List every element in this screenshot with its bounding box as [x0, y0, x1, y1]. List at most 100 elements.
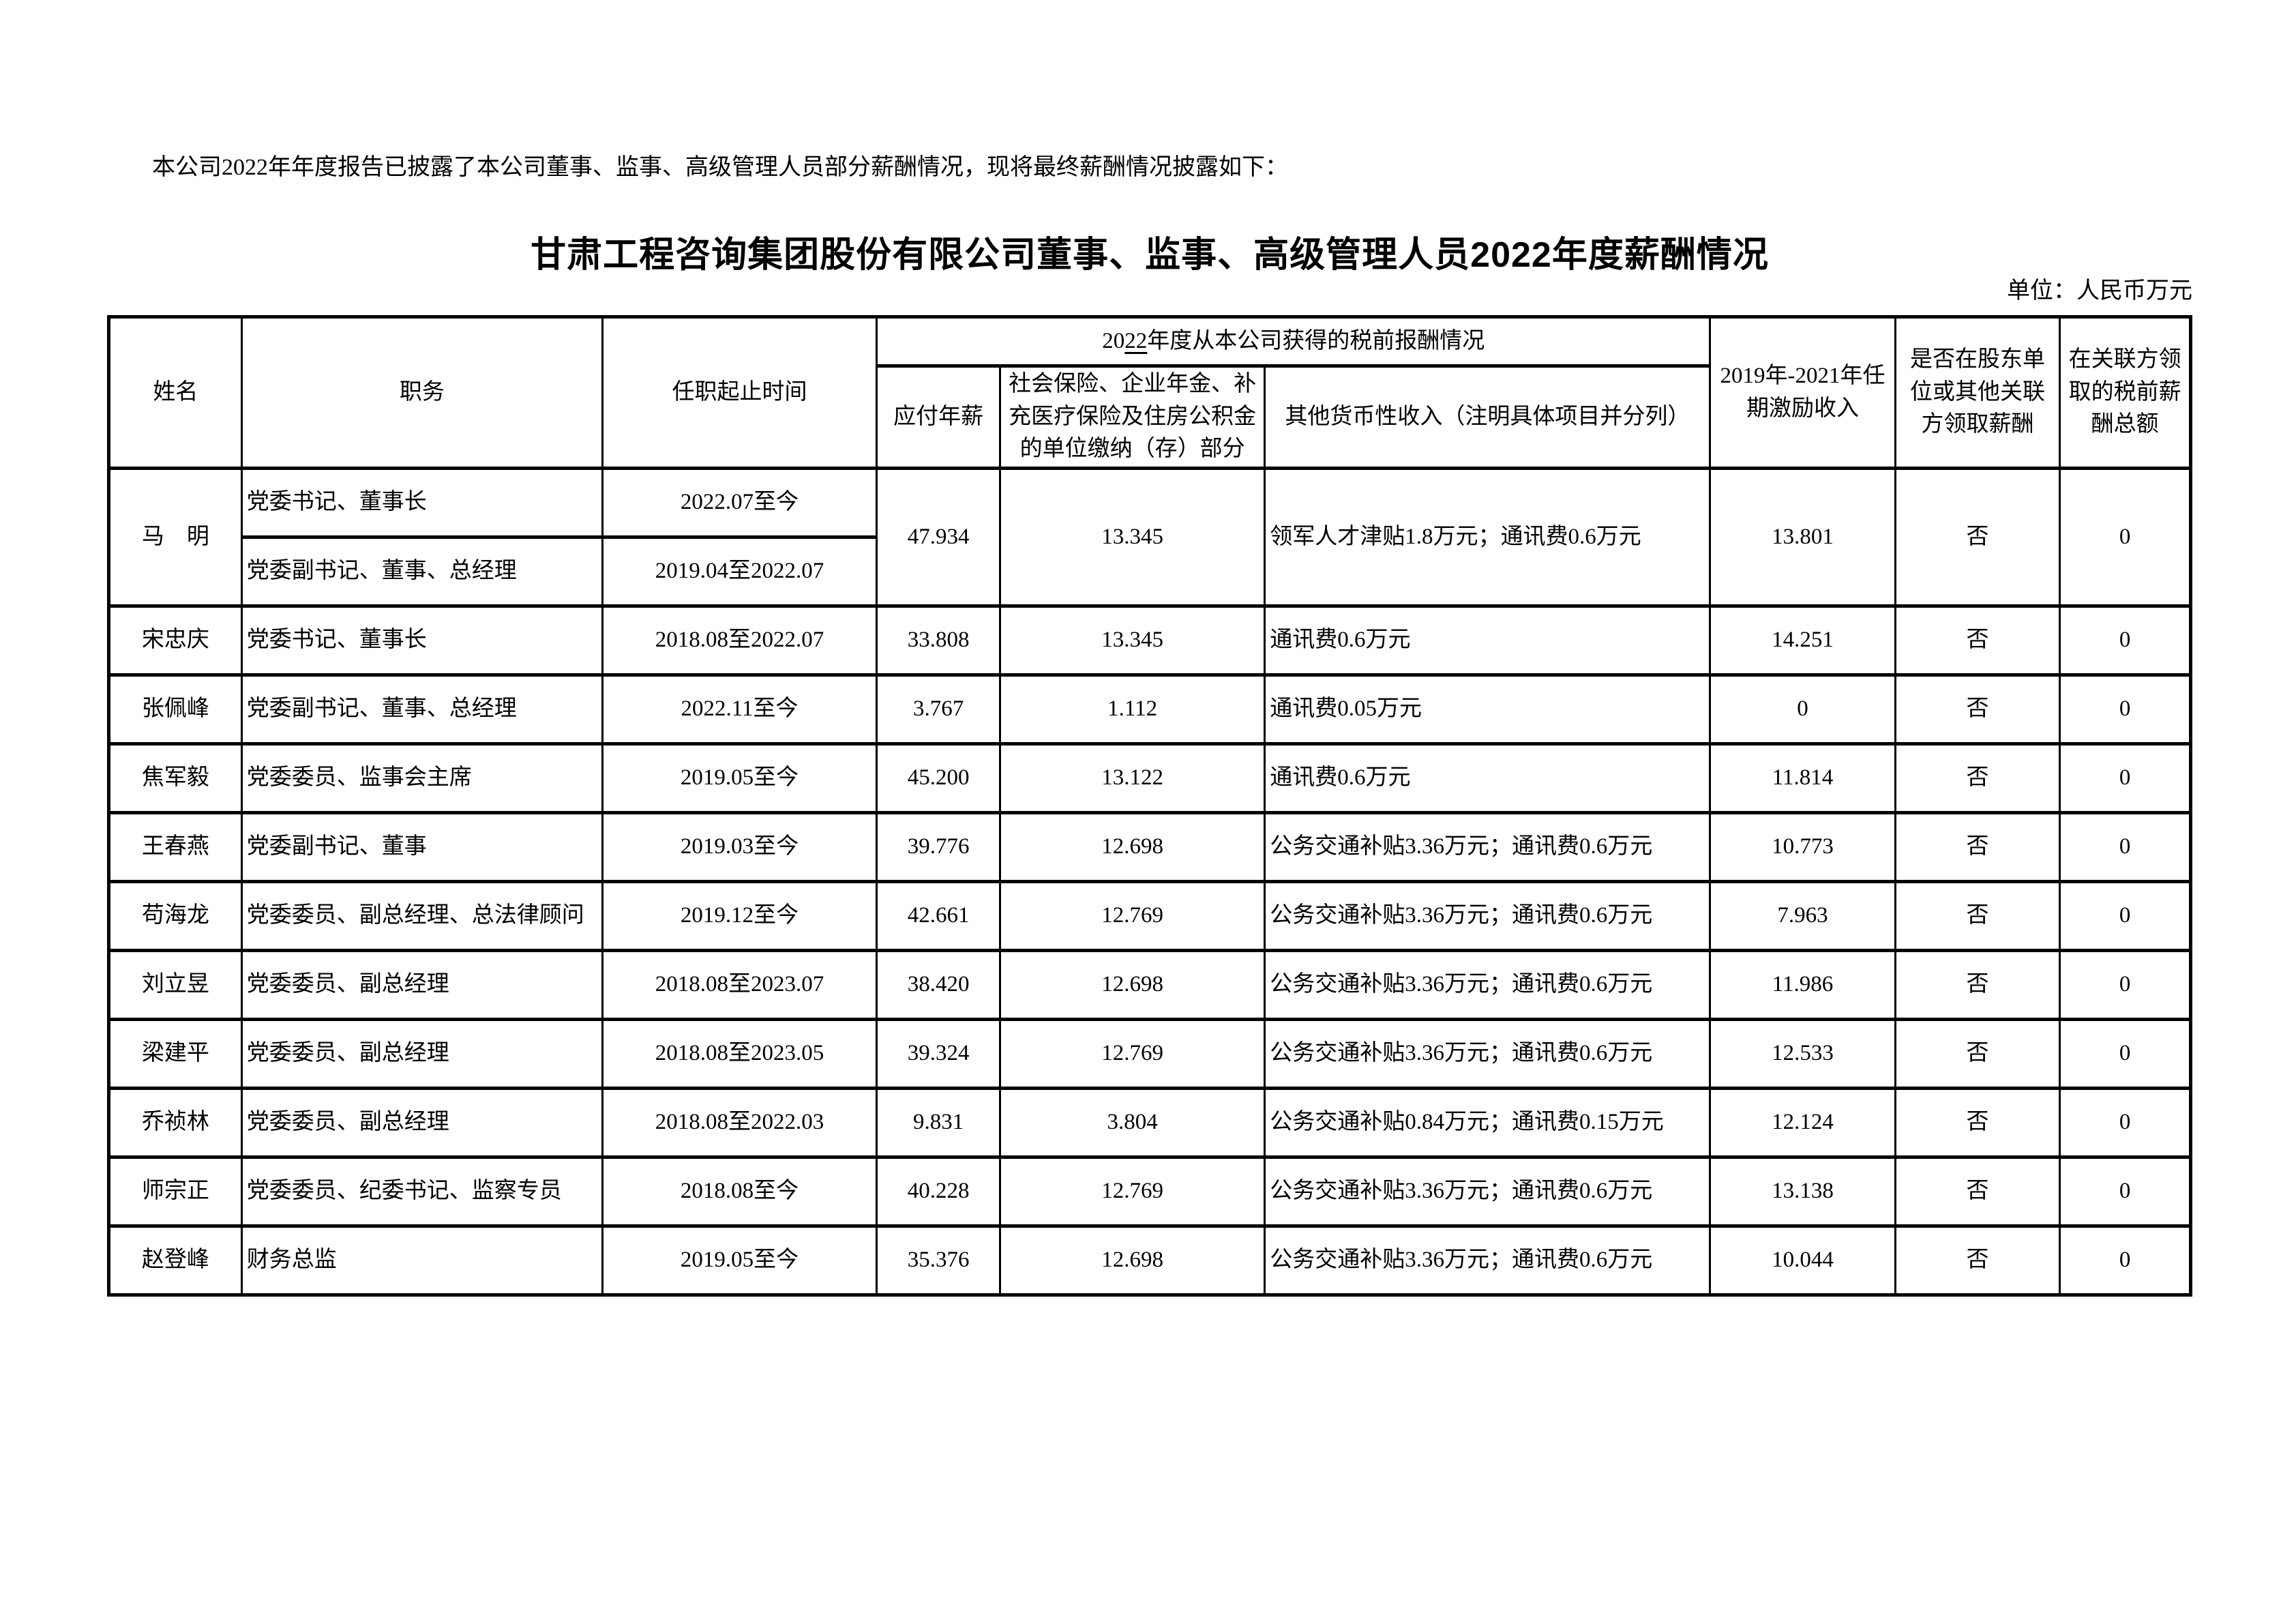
header-incentive: 2019年-2021年任期激励收入 [1709, 315, 1896, 470]
cell-annual-pay: 39.324 [876, 1018, 1001, 1090]
cell-related-party: 否 [1894, 811, 2061, 883]
cell-other-income: 公务交通补贴3.36万元；通讯费0.6万元 [1264, 1018, 1712, 1090]
cell-other-income: 公务交通补贴3.36万元；通讯费0.6万元 [1264, 811, 1712, 883]
cell-position: 党委委员、副总经理 [240, 1087, 603, 1159]
intro-paragraph: 本公司2022年年度报告已披露了本公司董事、监事、高级管理人员部分薪酬情况，现将… [152, 155, 1288, 180]
cell-annual-pay: 33.808 [876, 604, 1001, 677]
cell-incentive: 11.986 [1709, 949, 1896, 1021]
header-tenure: 任职起止时间 [601, 315, 878, 470]
cell-other-income: 公务交通补贴3.36万元；通讯费0.6万元 [1264, 1224, 1712, 1297]
table-row: 党委副书记、董事、总经理 2019.04至2022.07 [109, 535, 2191, 608]
cell-name: 梁建平 [108, 1018, 243, 1090]
cell-other-income: 通讯费0.6万元 [1264, 742, 1712, 814]
header-pretax-pre: 20 [1102, 328, 1125, 353]
cell-tenure: 2018.08至2023.07 [601, 949, 878, 1021]
table-row: 张佩峰 党委副书记、董事、总经理 2022.11至今 3.767 1.112 通讯费0.0… [108, 673, 2192, 745]
cell-position: 党委副书记、董事 [240, 811, 603, 883]
cell-annual-pay: 3.767 [876, 673, 1001, 745]
cell-name: 王春燕 [108, 811, 243, 883]
cell-insurance: 13.345 [998, 604, 1266, 677]
cell-position: 党委委员、副总经理 [240, 949, 603, 1021]
cell-position: 党委书记、董事长 [240, 467, 603, 539]
cell-related-total: 0 [2059, 742, 2192, 814]
cell-related-party: 否 [1894, 604, 2061, 677]
cell-related-total: 0 [2059, 604, 2192, 677]
cell-annual-pay: 9.831 [876, 1087, 1001, 1159]
cell-tenure: 2018.08至今 [601, 1155, 878, 1228]
cell-annual-pay: 38.420 [876, 949, 1001, 1021]
cell-other-income: 公务交通补贴0.84万元；通讯费0.15万元 [1264, 1087, 1712, 1159]
cell-tenure: 2022.11至今 [601, 673, 878, 745]
cell-tenure: 2022.07至今 [601, 467, 878, 539]
cell-insurance: 12.769 [998, 1155, 1266, 1228]
cell-name: 宋忠庆 [108, 604, 243, 677]
cell-insurance: 1.112 [998, 673, 1266, 745]
cell-other-income: 公务交通补贴3.36万元；通讯费0.6万元 [1264, 1155, 1712, 1228]
cell-position: 党委副书记、董事、总经理 [240, 535, 603, 608]
cell-incentive: 7.963 [1709, 880, 1896, 952]
unit-note: 单位：人民币万元 [2007, 278, 2192, 304]
cell-tenure: 2018.08至2023.05 [601, 1018, 878, 1090]
header-row-2: 应付年薪 社会保险、企业年金、补充医疗保险及住房公积金的单位缴纳（存）部分 其他… [109, 364, 2191, 470]
table-row: 乔祯林 党委委员、副总经理 2018.08至2022.03 9.831 3.804 公务交… [108, 1087, 2192, 1159]
cell-annual-pay: 45.200 [876, 742, 1001, 814]
cell-name: 赵登峰 [108, 1224, 243, 1297]
table-row: 师宗正 党委委员、纪委书记、监察专员 2018.08至今 40.228 12.769 公务… [108, 1155, 2192, 1228]
cell-related-total: 0 [2059, 467, 2192, 608]
cell-annual-pay: 42.661 [876, 880, 1001, 952]
cell-name: 师宗正 [108, 1155, 243, 1228]
table-row: 赵登峰 财务总监 2019.05至今 35.376 12.698 公务交通补贴3.36万元… [108, 1224, 2192, 1297]
table-row: 苟海龙 党委委员、副总经理、总法律顾问 2019.12至今 42.661 12.769 公… [108, 880, 2192, 952]
cell-related-party: 否 [1894, 1018, 2061, 1090]
cell-tenure: 2018.08至2022.07 [601, 604, 878, 677]
cell-related-total: 0 [2059, 1087, 2192, 1159]
cell-related-total: 0 [2059, 811, 2192, 883]
cell-related-party: 否 [1894, 1087, 2061, 1159]
cell-insurance: 12.698 [998, 811, 1266, 883]
cell-tenure: 2018.08至2022.03 [601, 1087, 878, 1159]
cell-incentive: 11.814 [1709, 742, 1896, 814]
cell-insurance: 12.698 [998, 1224, 1266, 1297]
cell-insurance: 3.804 [998, 1087, 1266, 1159]
cell-incentive: 10.773 [1709, 811, 1896, 883]
cell-other-income: 通讯费0.6万元 [1264, 604, 1712, 677]
cell-incentive: 10.044 [1709, 1224, 1896, 1297]
cell-related-total: 0 [2059, 949, 2192, 1021]
header-insurance: 社会保险、企业年金、补充医疗保险及住房公积金的单位缴纳（存）部分 [998, 364, 1266, 470]
cell-related-party: 否 [1894, 880, 2061, 952]
cell-tenure: 2019.12至今 [601, 880, 878, 952]
header-pretax-post: 年度从本公司获得的税前报酬情况 [1147, 328, 1485, 353]
cell-position: 党委委员、副总经理 [240, 1018, 603, 1090]
cell-related-total: 0 [2059, 880, 2192, 952]
cell-related-total: 0 [2059, 1224, 2192, 1297]
page-title: 甘肃工程咨询集团股份有限公司董事、监事、高级管理人员2022年度薪酬情况 [531, 235, 1769, 275]
cell-related-total: 0 [2059, 1155, 2192, 1228]
cell-tenure: 2019.05至今 [601, 1224, 878, 1297]
cell-related-party: 否 [1894, 949, 2061, 1021]
cell-insurance: 13.345 [998, 467, 1266, 608]
cell-related-total: 0 [2059, 673, 2192, 745]
cell-incentive: 13.801 [1709, 467, 1896, 608]
cell-tenure: 2019.05至今 [601, 742, 878, 814]
table-header: 姓名 职务 任职起止时间 2022年度从本公司获得的税前报酬情况 2019年-2… [108, 315, 2192, 470]
cell-insurance: 12.769 [998, 880, 1266, 952]
table-row: 马 明党委书记、董事长 2022.07至今 47.934 13.345 领军人才津贴1.… [108, 467, 2192, 608]
header-name: 姓名 [108, 315, 243, 470]
cell-name: 苟海龙 [108, 880, 243, 952]
salary-table: 姓名 职务 任职起止时间 2022年度从本公司获得的税前报酬情况 2019年-2… [107, 315, 2192, 1297]
cell-annual-pay: 39.776 [876, 811, 1001, 883]
cell-name: 乔祯林 [108, 1087, 243, 1159]
cell-name: 马 明 [108, 467, 243, 608]
cell-other-income: 领军人才津贴1.8万元；通讯费0.6万元 [1264, 467, 1712, 608]
cell-incentive: 0 [1709, 673, 1896, 745]
cell-position: 财务总监 [240, 1224, 603, 1297]
cell-position: 党委委员、副总经理、总法律顾问 [240, 880, 603, 952]
cell-incentive: 13.138 [1709, 1155, 1896, 1228]
cell-name: 刘立昱 [108, 949, 243, 1021]
cell-tenure: 2019.03至今 [601, 811, 878, 883]
cell-related-total: 0 [2059, 1018, 2192, 1090]
cell-related-party: 否 [1894, 673, 2061, 745]
cell-insurance: 13.122 [998, 742, 1266, 814]
cell-name: 张佩峰 [108, 673, 243, 745]
